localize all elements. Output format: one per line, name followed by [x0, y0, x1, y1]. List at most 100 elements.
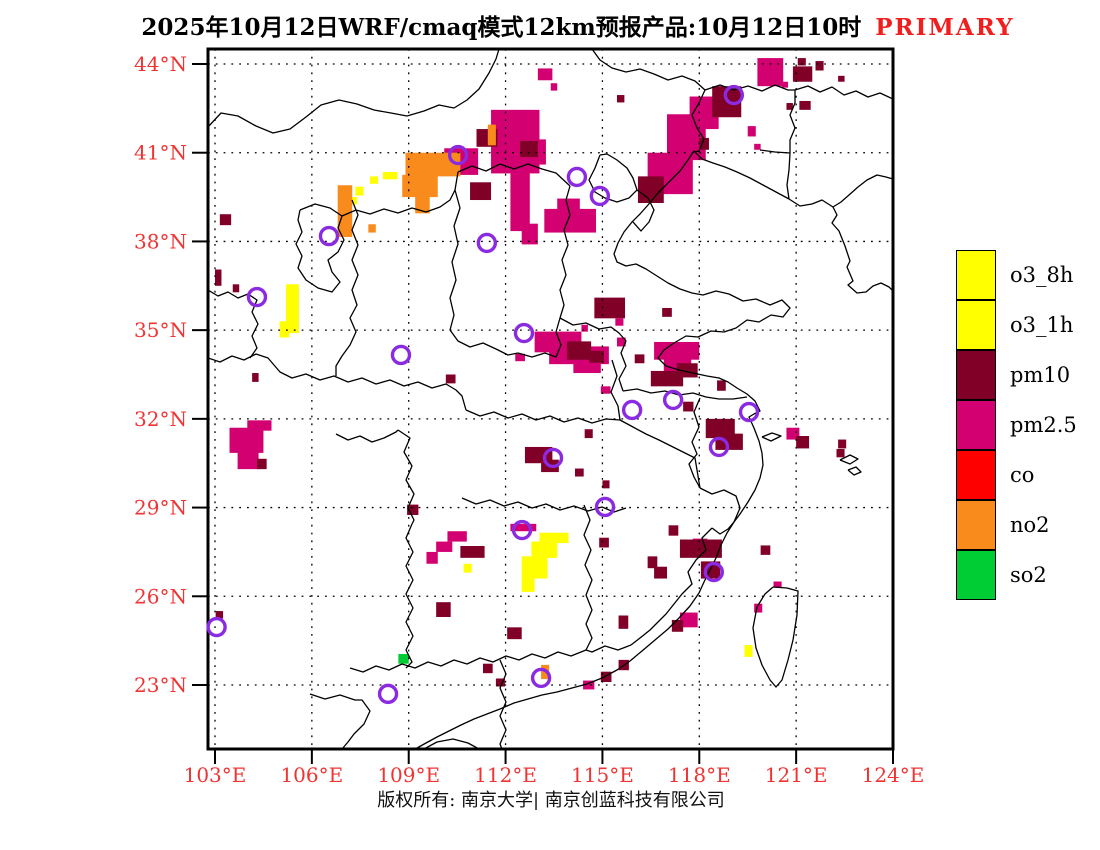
station-circle	[318, 225, 340, 247]
pollutant-patch-pm10	[589, 350, 605, 363]
pollutant-patch-pm25	[247, 420, 272, 431]
pollutant-patch-pm25	[447, 531, 467, 542]
page-title: 2025年10月12日WRF/cmaq模式12km预报产品:10月12日10时 P…	[141, 8, 1014, 42]
pollutant-patch-pm10	[219, 214, 232, 226]
station-circle	[723, 84, 745, 106]
station-circle	[246, 286, 268, 308]
station-circle	[621, 399, 643, 421]
pollutant-patch-pm10	[699, 137, 709, 150]
legend-label: no2	[1010, 513, 1050, 537]
pollutant-patch-pm25	[600, 386, 611, 394]
border-line	[794, 85, 893, 100]
border-line	[847, 466, 862, 476]
border-line	[839, 454, 859, 465]
legend-swatch-co	[956, 449, 996, 500]
legend-swatch-so2	[956, 549, 996, 600]
pollutant-patch-pm10	[705, 418, 735, 439]
pollutant-patch-pm10	[650, 370, 684, 387]
pollutant-patch-no2	[415, 195, 430, 214]
pollutant-patch-o3	[348, 197, 358, 205]
border-line	[499, 659, 507, 749]
pollutant-patch-pm10	[460, 546, 485, 558]
pollutant-patch-pm25	[237, 449, 259, 470]
pollutant-patch-o3	[539, 532, 569, 544]
border-line	[610, 359, 621, 421]
station-circle	[703, 561, 725, 583]
station-circle	[476, 232, 498, 254]
legend-item-so2: so2	[956, 549, 1100, 600]
pollutant-patch-pm10	[602, 480, 610, 489]
pollutant-patch-o3	[279, 321, 290, 338]
pollutant-patch-o3	[463, 563, 472, 573]
legend-swatch-o3_1h	[956, 299, 996, 350]
pollutant-patch-pm25	[426, 551, 438, 564]
border-line	[711, 521, 735, 535]
pollutant-patch-pm25	[654, 341, 700, 360]
pollutant-patch-pm25	[581, 324, 588, 332]
pollutant-patch-o3	[355, 186, 364, 196]
pollutant-patch-pm10	[647, 556, 658, 569]
copyright-text: 版权所有: 南京大学| 南京创蓝科技有限公司	[377, 790, 725, 811]
lat-tick-label: 44°N	[134, 52, 187, 76]
pollutant-patch-no2	[337, 185, 353, 237]
pollutant-patch-pm10	[482, 663, 493, 674]
border-line	[423, 738, 480, 749]
border-line	[752, 586, 799, 688]
border-line	[591, 49, 706, 153]
station-circle	[206, 616, 227, 638]
border-line	[688, 397, 701, 489]
pollutant-patch-pm10	[436, 602, 451, 617]
border-line	[341, 189, 456, 217]
pollutant-patch-pm10	[600, 671, 612, 683]
border-line	[416, 150, 791, 749]
pollutant-patch-pm25	[754, 603, 763, 613]
legend-swatch-pm10	[956, 349, 996, 400]
title-text: 2025年10月12日WRF/cmaq模式12km预报产品:10月12日10时	[141, 14, 862, 41]
pollutant-patch-no2	[368, 224, 376, 233]
pollutant-patch-pm10	[407, 504, 419, 515]
border-line	[788, 174, 893, 208]
border-line	[831, 206, 893, 294]
border-line	[619, 419, 701, 489]
pollutant-patch-pm25	[583, 680, 595, 690]
legend-label: o3_8h	[1010, 263, 1074, 287]
border-line	[630, 527, 713, 646]
border-line	[309, 693, 371, 749]
pollutant-patch-pm10	[507, 627, 522, 640]
border-line	[335, 429, 399, 443]
station-circle	[738, 401, 760, 423]
pollutant-patch-pm10	[594, 297, 626, 319]
pollutant-patch-pm10	[445, 374, 456, 384]
lat-tick-label: 38°N	[134, 229, 187, 253]
pollutant-patch-no2	[405, 152, 461, 177]
pollutant-patch-pm25	[679, 612, 698, 628]
border-line	[761, 432, 782, 442]
border-line	[457, 163, 571, 187]
legend-item-o3_8h: o3_8h	[956, 250, 1100, 300]
station-circle	[377, 683, 399, 705]
lon-tick-label: 106°E	[280, 763, 343, 787]
station-circle	[566, 166, 588, 188]
pollutant-patch-pm10	[671, 619, 684, 632]
pollutant-patch-pm25	[754, 143, 761, 150]
pollutant-patch-pm25	[521, 223, 538, 245]
station-circle	[447, 144, 469, 166]
border-line	[465, 409, 621, 424]
pollutant-patch-o3	[382, 171, 398, 180]
pollutant-patch-pm10	[574, 468, 584, 477]
station-circle	[530, 667, 552, 689]
pollutant-patch-pm25	[436, 541, 453, 552]
pollutant-patch-pm25	[615, 318, 624, 326]
legend-item-no2: no2	[956, 499, 1100, 550]
border-line	[349, 644, 632, 673]
legend-item-pm10: pm10	[956, 349, 1100, 400]
pollutant-patch-pm10	[662, 307, 672, 317]
lon-tick-label: 124°E	[862, 763, 925, 787]
station-circle	[589, 185, 611, 207]
station-circle	[594, 496, 616, 518]
pollutant-patch-pm10	[760, 545, 771, 555]
pollutant-patch-pm10	[566, 341, 592, 360]
lat-tick-label: 26°N	[134, 584, 187, 608]
pollutant-patch-pm10	[717, 380, 726, 391]
